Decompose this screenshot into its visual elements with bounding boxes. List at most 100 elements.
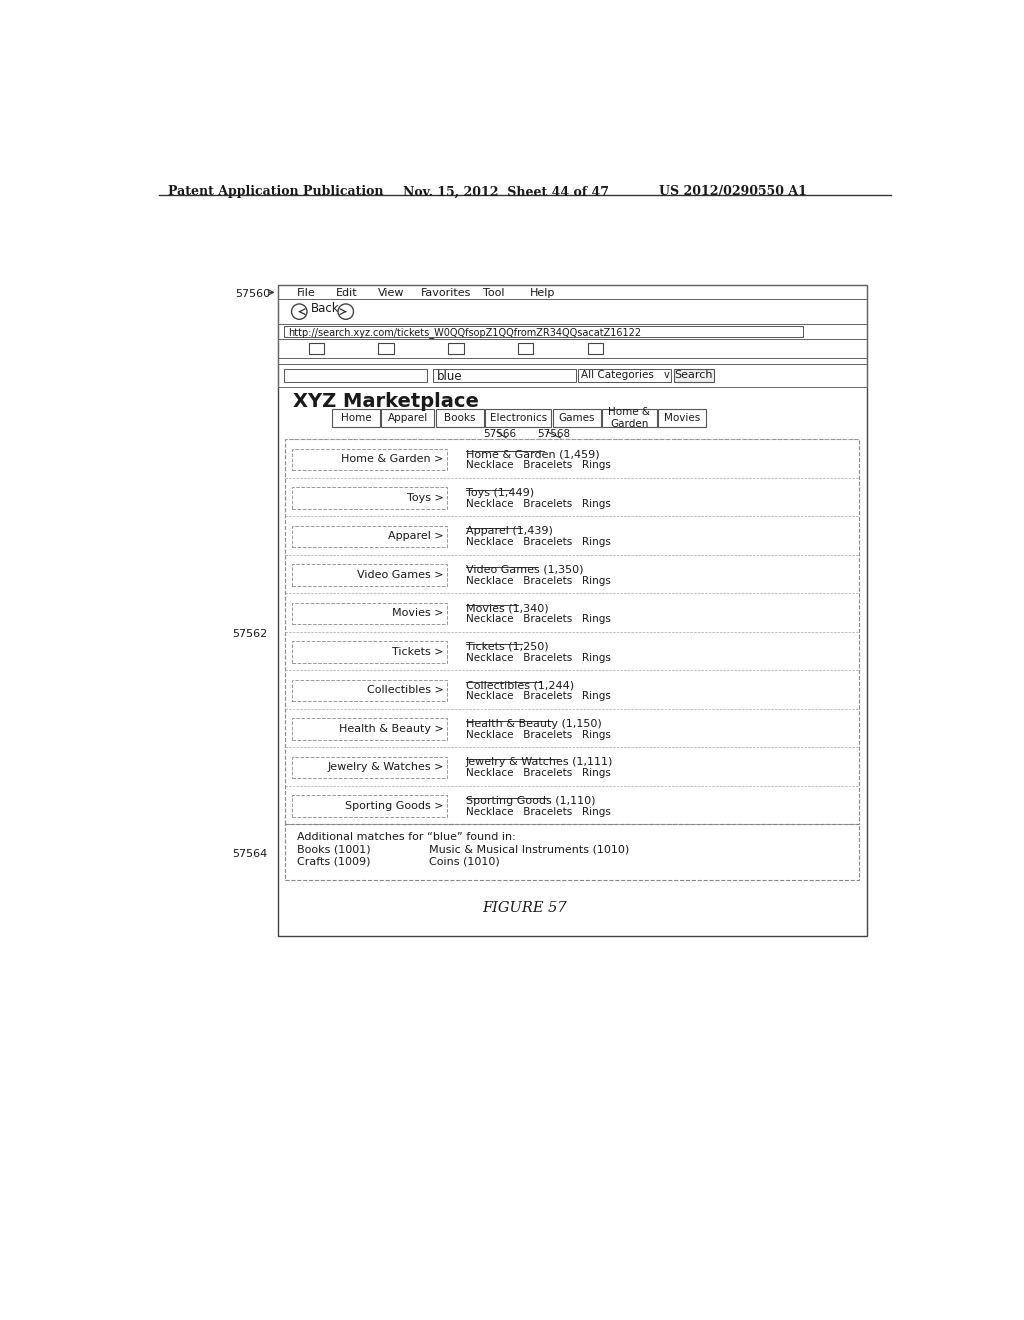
Text: Apparel (1,439): Apparel (1,439) (466, 527, 553, 536)
Bar (332, 409, 380, 428)
Text: Necklace   Bracelets   Rings: Necklace Bracelets Rings (466, 730, 610, 739)
Text: Sporting Goods >: Sporting Goods > (345, 801, 443, 810)
Bar (284, 326, 803, 337)
Text: Collectibles (1,244): Collectibles (1,244) (466, 681, 574, 690)
Text: Games: Games (558, 413, 595, 422)
Text: Favorites: Favorites (421, 288, 471, 298)
Bar (381, 409, 434, 428)
Bar (378, 343, 394, 354)
Bar (278, 358, 866, 364)
Bar (292, 564, 446, 586)
Text: Sporting Goods (1,110): Sporting Goods (1,110) (466, 796, 595, 807)
Text: Necklace   Bracelets   Rings: Necklace Bracelets Rings (466, 576, 610, 586)
Text: Home &
Garden: Home & Garden (608, 407, 650, 429)
Text: Necklace   Bracelets   Rings: Necklace Bracelets Rings (466, 692, 610, 701)
Text: All Categories: All Categories (582, 370, 654, 380)
Bar (278, 364, 866, 387)
Bar (286, 440, 859, 825)
Bar (292, 718, 446, 739)
Text: 57564: 57564 (232, 849, 268, 859)
Bar (278, 285, 866, 300)
Text: http://search.xyz.com/tickets_W0QQfsopZ1QQfromZR34QQsacatZ16122: http://search.xyz.com/tickets_W0QQfsopZ1… (288, 327, 641, 338)
Text: 57562: 57562 (232, 628, 268, 639)
Bar (292, 525, 446, 548)
Text: 57560: 57560 (234, 289, 270, 298)
Text: Electronics: Electronics (489, 413, 547, 422)
Bar (674, 368, 714, 383)
Bar (602, 409, 656, 428)
Text: Books: Books (444, 413, 475, 422)
Text: File: File (297, 288, 315, 298)
Bar (292, 449, 446, 470)
Text: Coins (1010): Coins (1010) (429, 857, 500, 866)
Text: Health & Beauty >: Health & Beauty > (339, 723, 443, 734)
Text: Video Games >: Video Games > (357, 570, 443, 579)
Bar (292, 680, 446, 701)
Bar (292, 487, 446, 508)
Bar (588, 343, 603, 354)
Bar (518, 343, 534, 354)
Text: Apparel >: Apparel > (388, 532, 443, 541)
Bar (553, 409, 601, 428)
Text: XYZ Marketplace: XYZ Marketplace (293, 392, 479, 411)
Text: Crafts (1009): Crafts (1009) (297, 857, 371, 866)
Text: blue: blue (436, 370, 462, 383)
Bar (292, 642, 446, 663)
Bar (278, 323, 866, 339)
Bar (292, 756, 446, 779)
Text: Tool: Tool (483, 288, 505, 298)
Text: Books (1001): Books (1001) (297, 845, 371, 854)
Text: Patent Application Publication: Patent Application Publication (168, 185, 384, 198)
Bar (435, 409, 483, 428)
Text: US 2012/0290550 A1: US 2012/0290550 A1 (658, 185, 807, 198)
Bar (284, 368, 427, 383)
Text: Necklace   Bracelets   Rings: Necklace Bracelets Rings (466, 807, 610, 817)
Bar (286, 825, 859, 880)
Text: Movies (1,340): Movies (1,340) (466, 603, 549, 614)
Text: Collectibles >: Collectibles > (367, 685, 443, 696)
Text: Necklace   Bracelets   Rings: Necklace Bracelets Rings (466, 614, 610, 624)
Bar (432, 368, 575, 383)
Bar (292, 795, 446, 817)
Text: Necklace   Bracelets   Rings: Necklace Bracelets Rings (466, 653, 610, 663)
Text: Nov. 15, 2012  Sheet 44 of 47: Nov. 15, 2012 Sheet 44 of 47 (403, 185, 609, 198)
Text: 57566: 57566 (483, 429, 516, 440)
Text: Help: Help (529, 288, 555, 298)
Bar (278, 339, 866, 358)
Text: Jewelry & Watches (1,111): Jewelry & Watches (1,111) (466, 758, 613, 767)
Text: 57568: 57568 (538, 429, 570, 440)
Text: v: v (664, 370, 670, 380)
Text: Movies: Movies (664, 413, 700, 422)
Bar (449, 343, 464, 354)
Text: Toys >: Toys > (407, 492, 443, 503)
Text: Home: Home (341, 413, 371, 422)
Text: Jewelry & Watches >: Jewelry & Watches > (327, 763, 443, 772)
Text: Necklace   Bracelets   Rings: Necklace Bracelets Rings (466, 499, 610, 508)
Text: Movies >: Movies > (392, 609, 443, 619)
Text: Tickets >: Tickets > (392, 647, 443, 657)
Text: Music & Musical Instruments (1010): Music & Musical Instruments (1010) (429, 845, 629, 854)
Bar (308, 343, 324, 354)
Text: Toys (1,449): Toys (1,449) (466, 488, 535, 498)
Text: Video Games (1,350): Video Games (1,350) (466, 565, 584, 576)
Bar (292, 603, 446, 624)
Text: Home & Garden (1,459): Home & Garden (1,459) (466, 449, 599, 459)
Text: FIGURE 57: FIGURE 57 (482, 902, 567, 916)
Bar (278, 300, 866, 323)
Text: Edit: Edit (336, 288, 357, 298)
Text: Back: Back (311, 302, 340, 315)
Bar (485, 409, 551, 428)
Text: Home & Garden >: Home & Garden > (341, 454, 443, 465)
Text: Necklace   Bracelets   Rings: Necklace Bracelets Rings (466, 768, 610, 779)
Text: Apparel: Apparel (388, 413, 428, 422)
Text: Tickets (1,250): Tickets (1,250) (466, 642, 549, 652)
Text: Additional matches for “blue” found in:: Additional matches for “blue” found in: (297, 832, 516, 842)
Text: Health & Beauty (1,150): Health & Beauty (1,150) (466, 719, 602, 729)
Text: Necklace   Bracelets   Rings: Necklace Bracelets Rings (466, 537, 610, 548)
Bar (278, 285, 866, 936)
Bar (658, 409, 707, 428)
Text: Search: Search (675, 370, 713, 380)
Text: View: View (378, 288, 404, 298)
Text: Necklace   Bracelets   Rings: Necklace Bracelets Rings (466, 461, 610, 470)
Bar (579, 368, 672, 383)
